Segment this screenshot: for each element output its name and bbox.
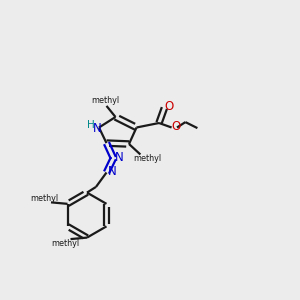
Text: O: O	[164, 100, 173, 113]
Text: methyl: methyl	[30, 194, 58, 203]
Text: N: N	[93, 122, 102, 135]
Text: methyl: methyl	[51, 239, 79, 248]
Text: O: O	[172, 120, 181, 133]
Text: H: H	[87, 119, 94, 130]
Text: N: N	[114, 151, 123, 164]
Text: methyl: methyl	[91, 96, 119, 105]
Text: methyl: methyl	[133, 154, 161, 163]
Text: N: N	[107, 165, 116, 178]
